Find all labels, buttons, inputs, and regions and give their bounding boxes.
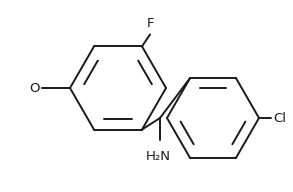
Text: H₂N: H₂N [146,150,171,163]
Text: Cl: Cl [273,112,286,124]
Text: F: F [146,17,154,30]
Text: O: O [30,81,40,94]
